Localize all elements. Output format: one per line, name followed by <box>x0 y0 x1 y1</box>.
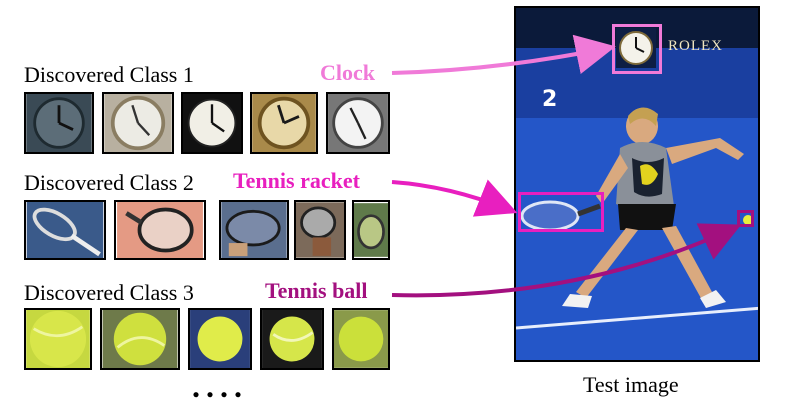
tennis-ball-thumbnail <box>332 308 390 370</box>
clock-thumbnail <box>326 92 390 154</box>
class-1-concept: Clock <box>320 60 375 85</box>
class-2-concept: Tennis racket <box>233 168 360 193</box>
tennis-racket-thumbnail <box>352 200 390 260</box>
tennis-ball-thumbnail <box>100 308 180 370</box>
class-3-label: Discovered Class 3 <box>24 280 194 305</box>
clock-thumbnail <box>24 92 94 154</box>
tennis-ball-thumbnail <box>24 308 92 370</box>
tennis-ball-thumbnail <box>188 308 252 370</box>
test-image-caption: Test image <box>583 372 679 397</box>
tennis-ball-thumbnail <box>260 308 324 370</box>
tennis-racket-thumbnail <box>219 200 289 260</box>
class-1-label: Discovered Class 1 <box>24 62 194 87</box>
tennis-racket-thumbnail <box>114 200 206 260</box>
racket-arrow <box>391 179 518 217</box>
class-2-label: Discovered Class 2 <box>24 170 194 195</box>
tennis-racket-thumbnail <box>24 200 106 260</box>
svg-text:2: 2 <box>542 87 557 112</box>
clock-thumbnail <box>102 92 174 154</box>
class-3-concept: Tennis ball <box>265 278 368 303</box>
ball-detection-box <box>737 210 754 227</box>
more-classes-ellipsis: .... <box>192 368 248 404</box>
clock-thumbnail <box>181 92 243 154</box>
tennis-racket-thumbnail <box>294 200 346 260</box>
rolex-logo: ROLEX <box>668 38 723 54</box>
racket-detection-box <box>518 192 604 232</box>
clock-detection-box <box>612 24 662 74</box>
clock-thumbnail <box>250 92 318 154</box>
